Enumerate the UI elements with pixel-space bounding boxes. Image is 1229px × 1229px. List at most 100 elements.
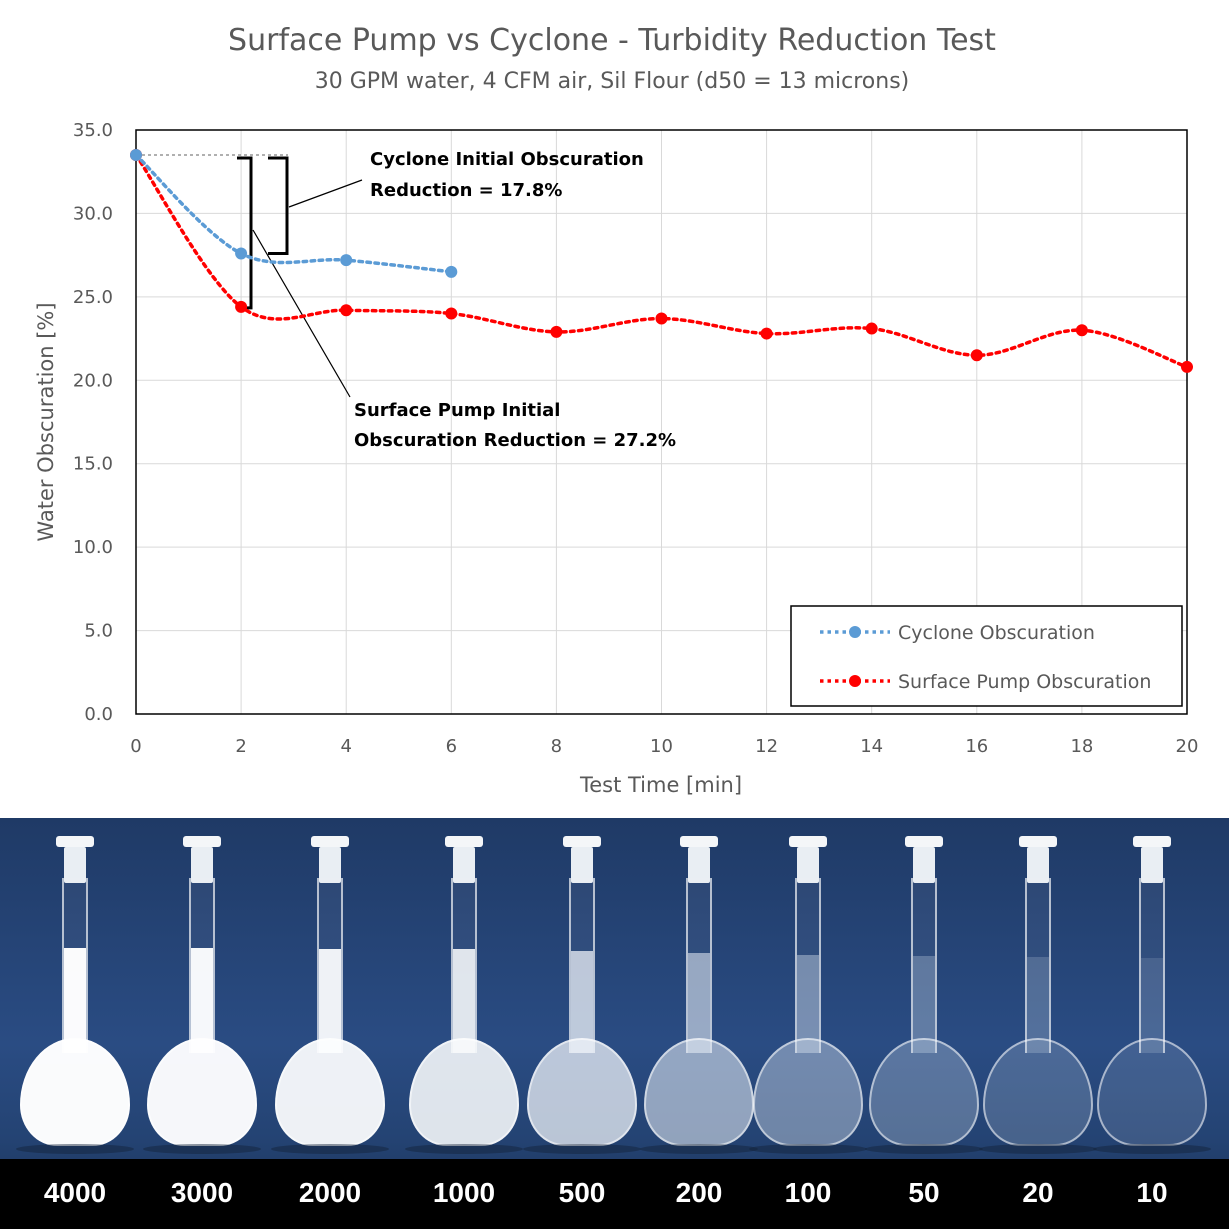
chart-subtitle: 30 GPM water, 4 CFM air, Sil Flour (d50 … <box>315 69 910 94</box>
flask-stopper <box>191 847 213 883</box>
x-tick-label: 20 <box>1176 736 1199 757</box>
flask-neck-liquid <box>191 948 213 1053</box>
flask-bulb <box>20 1038 130 1146</box>
surface-pump-reduction-bracket <box>237 156 253 310</box>
flask-shadow <box>143 1144 261 1154</box>
legend-cyclone-label: Cyclone Obscuration <box>898 622 1095 644</box>
concentration-label: 50 <box>908 1177 940 1208</box>
y-tick-label: 5.0 <box>84 621 113 642</box>
cyclone-annotation-leader <box>288 179 363 208</box>
x-tick-label: 8 <box>551 736 562 757</box>
legend-cyclone-marker <box>849 626 861 638</box>
flask-shadow <box>405 1144 523 1154</box>
y-tick-label: 35.0 <box>73 120 113 141</box>
surface-pump-annotation-line-2: Obscuration Reduction = 27.2% <box>354 430 676 451</box>
legend-surface-pump-label: Surface Pump Obscuration <box>898 671 1151 693</box>
y-tick-label: 10.0 <box>73 537 113 558</box>
plot-area-border <box>135 129 1188 715</box>
flask-row <box>0 818 1229 1158</box>
flask-cap <box>905 836 943 847</box>
flask-stopper <box>319 847 341 883</box>
flask-cap <box>1019 836 1057 847</box>
concentration-label-strip: 4000 3000 2000 1000 500 200 100 50 20 10 <box>0 1159 1229 1229</box>
chart-legend: Cyclone Obscuration Surface Pump Obscura… <box>790 605 1183 707</box>
cyclone-data-point <box>445 265 458 278</box>
axis-ticks: 0.0 5.0 10.0 15.0 20.0 25.0 30.0 35.0 0 2 4 6 8 10 12 1… <box>73 120 1199 757</box>
flask-neck-liquid <box>1141 958 1163 1053</box>
flask-shadow <box>1093 1144 1211 1154</box>
y-tick-label: 30.0 <box>73 203 113 224</box>
turbidity-standards-photo: 4000 3000 2000 1000 500 200 100 50 20 10 <box>0 818 1229 1229</box>
x-tick-label: 10 <box>650 736 673 757</box>
x-tick-label: 18 <box>1070 736 1093 757</box>
surface-pump-data-point <box>445 307 458 320</box>
cyclone-series-line <box>134 153 454 274</box>
legend-surface-pump-marker <box>849 675 861 687</box>
concentration-label: 3000 <box>170 1177 234 1208</box>
surface-pump-data-point <box>970 349 983 362</box>
cyclone-reduction-bracket <box>268 156 289 255</box>
flask <box>523 818 641 1158</box>
flask <box>749 818 867 1158</box>
concentration-label: 4000 <box>43 1177 107 1208</box>
concentration-label: 10 <box>1136 1177 1168 1208</box>
flask-stopper <box>1027 847 1049 883</box>
flask-bulb <box>753 1038 863 1146</box>
flask-neck-liquid <box>453 949 475 1053</box>
flask-cap <box>680 836 718 847</box>
x-tick-label: 12 <box>755 736 778 757</box>
y-tick-label: 20.0 <box>73 370 113 391</box>
flask <box>405 818 523 1158</box>
surface-pump-data-point <box>760 327 773 340</box>
gridlines <box>135 129 1188 715</box>
surface-pump-data-point <box>1181 360 1193 373</box>
flask-bulb <box>275 1038 385 1146</box>
flask-neck-liquid <box>571 951 593 1053</box>
x-tick-label: 14 <box>860 736 883 757</box>
concentration-label: 100 <box>784 1177 832 1208</box>
flask-stopper <box>453 847 475 883</box>
flask <box>865 818 983 1158</box>
flask-cap <box>1133 836 1171 847</box>
flask-shadow <box>16 1144 134 1154</box>
cyclone-annotation-line-2: Reduction = 17.8% <box>370 180 562 201</box>
flask-stopper <box>1141 847 1163 883</box>
y-tick-label: 0.0 <box>84 704 113 725</box>
flask-neck <box>911 878 937 1053</box>
y-tick-label: 15.0 <box>73 454 113 475</box>
flask-bulb <box>869 1038 979 1146</box>
flask-neck-liquid <box>913 956 935 1053</box>
flask-stopper <box>688 847 710 883</box>
flask-shadow <box>865 1144 983 1154</box>
x-tick-label: 2 <box>235 736 246 757</box>
surface-pump-data-point <box>550 325 563 338</box>
flask-cap <box>183 836 221 847</box>
surface-pump-data-point <box>235 300 248 313</box>
flask-shadow <box>271 1144 389 1154</box>
x-axis-title: Test Time [min] <box>579 773 742 797</box>
flask-shadow <box>523 1144 641 1154</box>
flask-neck <box>1025 878 1051 1053</box>
flask <box>1093 818 1211 1158</box>
cyclone-annotation-line-1: Cyclone Initial Obscuration <box>370 149 644 170</box>
flask-cap <box>311 836 349 847</box>
flask-bulb <box>983 1038 1093 1146</box>
flask <box>143 818 261 1158</box>
cyclone-data-point <box>130 149 142 162</box>
surface-pump-data-point <box>1075 324 1088 337</box>
concentration-label: 20 <box>1022 1177 1054 1208</box>
flask-neck <box>795 878 821 1053</box>
flask-shadow <box>979 1144 1097 1154</box>
flask-bulb <box>1097 1038 1207 1146</box>
flask-shadow <box>749 1144 867 1154</box>
surface-pump-annotation-line-1: Surface Pump Initial <box>354 400 560 421</box>
flask-neck-liquid <box>688 953 710 1053</box>
flask-neck-liquid <box>319 949 341 1053</box>
surface-pump-data-point <box>865 322 878 335</box>
flask-bulb <box>147 1038 257 1146</box>
flask-stopper <box>797 847 819 883</box>
concentration-label: 1000 <box>432 1177 496 1208</box>
flask <box>640 818 758 1158</box>
turbidity-chart: Surface Pump vs Cyclone - Turbidity Redu… <box>34 23 1199 797</box>
flask <box>271 818 389 1158</box>
